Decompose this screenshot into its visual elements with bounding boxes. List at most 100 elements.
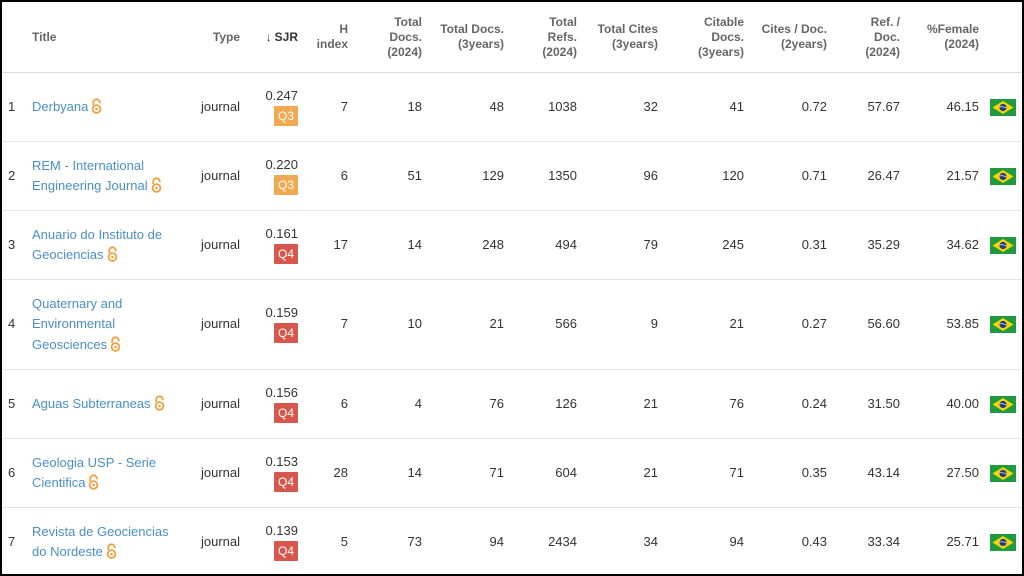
citable-docs-cell: 21 bbox=[662, 279, 748, 370]
open-access-icon bbox=[89, 474, 99, 490]
total-docs-2024-cell: 51 bbox=[352, 141, 426, 211]
rank-cell: 7 bbox=[2, 507, 28, 574]
total-cites-cell: 21 bbox=[581, 438, 662, 508]
sjr-cell: 0.220 Q3 bbox=[244, 141, 302, 211]
header-line: (2024) bbox=[865, 44, 900, 59]
total-refs-cell: 2434 bbox=[508, 507, 581, 574]
total-docs-3years-cell: 48 bbox=[426, 72, 508, 142]
total-cites-cell: 21 bbox=[581, 369, 662, 439]
header-line: Cites / Doc. bbox=[761, 22, 827, 36]
sjr-value: 0.156 bbox=[265, 384, 298, 400]
open-access-icon bbox=[106, 543, 117, 559]
total-docs-2024-cell: 4 bbox=[352, 369, 426, 439]
open-access-icon bbox=[110, 336, 121, 352]
country-header bbox=[983, 2, 1022, 73]
total-refs-cell: 126 bbox=[508, 369, 581, 439]
country-cell bbox=[983, 507, 1022, 574]
rank-cell: 4 bbox=[2, 279, 28, 370]
total-docs-3years-header[interactable]: Total Docs. (3years) bbox=[426, 2, 508, 73]
sjr-value: 0.161 bbox=[265, 225, 298, 241]
journal-title-link[interactable]: Derbyana bbox=[32, 99, 88, 114]
journal-title-line: Aguas Subterraneas bbox=[32, 395, 151, 411]
title-header[interactable]: Title bbox=[28, 2, 186, 73]
cites-per-doc-cell: 0.43 bbox=[748, 507, 831, 574]
sjr-value: 0.247 bbox=[265, 87, 298, 103]
type-cell: journal bbox=[186, 141, 244, 211]
brazil-flag-icon bbox=[987, 167, 1018, 185]
citable-docs-header[interactable]: Citable Docs. (3years) bbox=[662, 2, 748, 73]
rank-cell: 1 bbox=[2, 72, 28, 142]
header-line: Total Cites bbox=[597, 22, 658, 36]
citable-docs-cell: 245 bbox=[662, 210, 748, 280]
table-row: 3 Anuario do Instituto de Geociencias journ… bbox=[2, 210, 1022, 280]
total-docs-2024-cell: 18 bbox=[352, 72, 426, 142]
header-line: Total bbox=[549, 14, 577, 29]
cites-per-doc-cell: 0.27 bbox=[748, 279, 831, 370]
header-line: (3years) bbox=[611, 37, 658, 51]
journal-title-line: Cientifica bbox=[32, 475, 86, 490]
journal-title-link[interactable]: Revista de Geociencias do Nordeste bbox=[32, 524, 169, 560]
journal-title-link[interactable]: Anuario do Instituto de Geociencias bbox=[32, 227, 162, 263]
title-cell: Derbyana bbox=[28, 72, 186, 142]
sjr-cell: 0.156 Q4 bbox=[244, 369, 302, 439]
brazil-flag-icon bbox=[987, 395, 1018, 413]
type-header[interactable]: Type bbox=[186, 2, 244, 73]
quartile-badge: Q4 bbox=[274, 471, 298, 492]
header-line: (2024) bbox=[542, 44, 577, 59]
h-index-cell: 6 bbox=[302, 141, 352, 211]
table-row: 4 Quaternary and Environmental Geosciences j… bbox=[2, 279, 1022, 370]
citable-docs-cell: 71 bbox=[662, 438, 748, 508]
header-line: (2024) bbox=[387, 44, 422, 59]
type-cell: journal bbox=[186, 369, 244, 439]
total-docs-2024-header[interactable]: Total Docs. (2024) bbox=[352, 2, 426, 73]
header-line: Total Docs. bbox=[440, 22, 504, 36]
total-refs-cell: 494 bbox=[508, 210, 581, 280]
table-row: 2 REM - International Engineering Journal j… bbox=[2, 141, 1022, 211]
citable-docs-cell: 41 bbox=[662, 72, 748, 142]
cites-per-doc-cell: 0.24 bbox=[748, 369, 831, 439]
title-cell: Geologia USP - Serie Cientifica bbox=[28, 438, 186, 508]
open-access-icon bbox=[92, 98, 102, 114]
total-cites-cell: 79 bbox=[581, 210, 662, 280]
total-cites-cell: 96 bbox=[581, 141, 662, 211]
cites-per-doc-cell: 0.72 bbox=[748, 72, 831, 142]
cites-per-doc-cell: 0.71 bbox=[748, 141, 831, 211]
total-refs-header[interactable]: Total Refs. (2024) bbox=[508, 2, 581, 73]
total-refs-cell: 566 bbox=[508, 279, 581, 370]
sjr-cell: 0.247 Q3 bbox=[244, 72, 302, 142]
quartile-badge: Q3 bbox=[274, 174, 298, 195]
journal-title-link[interactable]: REM - International Engineering Journal bbox=[32, 158, 148, 194]
journal-title-line: Geologia USP - Serie bbox=[32, 454, 157, 470]
quartile-badge: Q4 bbox=[274, 243, 298, 264]
journal-title-line: Anuario do Instituto de bbox=[32, 226, 163, 242]
total-docs-3years-cell: 248 bbox=[426, 210, 508, 280]
journal-title-line: Geociencias bbox=[32, 247, 104, 262]
journal-title-link[interactable]: Aguas Subterraneas bbox=[32, 396, 151, 411]
type-cell: journal bbox=[186, 507, 244, 574]
ref-per-doc-cell: 43.14 bbox=[831, 438, 904, 508]
rank-cell: 2 bbox=[2, 141, 28, 211]
ref-per-doc-header[interactable]: Ref. / Doc. (2024) bbox=[831, 2, 904, 73]
title-cell: REM - International Engineering Journal bbox=[28, 141, 186, 211]
country-cell bbox=[983, 438, 1022, 508]
journal-title-link[interactable]: Geologia USP - Serie Cientifica bbox=[32, 455, 156, 491]
journal-title-link[interactable]: Quaternary and Environmental Geosciences bbox=[32, 296, 122, 352]
sjr-header[interactable]: ↓ SJR bbox=[244, 2, 302, 73]
table-row: 1 Derbyana journal 0.247 Q3 7 18 48 1038 32 41 0.72… bbox=[2, 72, 1022, 142]
female-header[interactable]: %Female (2024) bbox=[904, 2, 983, 73]
ref-per-doc-cell: 26.47 bbox=[831, 141, 904, 211]
brazil-flag-icon bbox=[987, 533, 1018, 551]
sjr-cell: 0.161 Q4 bbox=[244, 210, 302, 280]
header-line: (2years) bbox=[780, 37, 827, 51]
sjr-cell: 0.153 Q4 bbox=[244, 438, 302, 508]
journal-title-line: Derbyana bbox=[32, 98, 89, 114]
h-index-cell: 6 bbox=[302, 369, 352, 439]
total-docs-2024-cell: 14 bbox=[352, 438, 426, 508]
type-cell: journal bbox=[186, 210, 244, 280]
cites-per-doc-header[interactable]: Cites / Doc. (2years) bbox=[748, 2, 831, 73]
total-cites-header[interactable]: Total Cites (3years) bbox=[581, 2, 662, 73]
